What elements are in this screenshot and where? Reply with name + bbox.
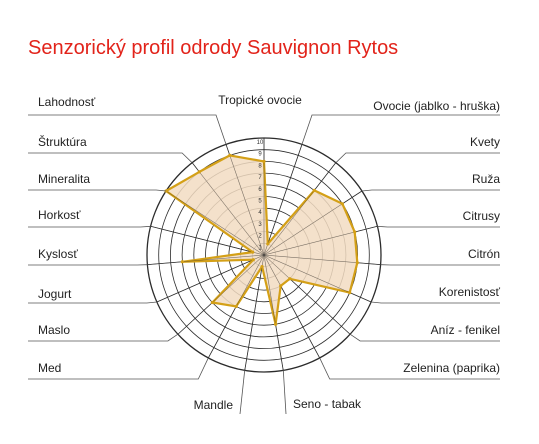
label-leader-line <box>28 114 227 145</box>
axis-label: Mineralita <box>38 172 90 186</box>
axis-label: Citrón <box>468 247 500 261</box>
label-leaders <box>28 114 500 415</box>
axis-label: Maslo <box>38 323 70 337</box>
grid-spoke-overlay <box>177 254 265 335</box>
label-leader-line <box>371 301 500 304</box>
data-point <box>234 304 238 309</box>
label-leader-line <box>28 152 193 163</box>
label-leader-line <box>28 301 157 304</box>
tick-label: 4 <box>258 210 262 216</box>
tick-label: 2 <box>258 234 262 240</box>
grid-spoke-overlay <box>244 254 265 371</box>
axis-label: Jogurt <box>38 287 72 301</box>
label-leader-line <box>361 189 500 192</box>
label-leader-line <box>335 152 500 163</box>
axis-labels: Tropické ovocie Ovocie (jablko - hruška) K… <box>38 93 500 412</box>
label-leader-line <box>239 370 246 415</box>
axis-label: Aníz - fenikel <box>431 323 500 337</box>
grid-spoke-overlay <box>156 254 265 303</box>
data-point <box>312 188 316 192</box>
grid-spoke-overlay <box>165 190 265 256</box>
grid-spoke-overlay <box>263 144 303 256</box>
axis-label: Med <box>38 361 61 375</box>
axis-label: Seno - tabak <box>293 397 362 411</box>
data-point <box>251 250 255 254</box>
axis-label: Zelenina (paprika) <box>403 361 500 375</box>
data-point <box>273 322 278 326</box>
axis-label: Kyslosť <box>38 247 78 261</box>
label-leader-line <box>349 333 500 342</box>
axis-label: Tropické ovocie <box>218 93 302 107</box>
tick-label: 7 <box>258 175 262 181</box>
data-point <box>197 170 201 174</box>
tick-label: 5 <box>258 199 262 205</box>
grid-spoke-overlay <box>147 254 265 265</box>
data-point <box>210 300 214 305</box>
tick-label: 3 <box>258 222 262 228</box>
data-point <box>340 202 344 206</box>
data-point <box>355 261 359 265</box>
axis-label: Štruktúra <box>38 134 87 149</box>
data-point <box>262 159 266 163</box>
label-leader-line <box>28 357 209 380</box>
label-leader-line <box>282 370 287 415</box>
data-point <box>279 284 283 288</box>
axis-label: Horkosť <box>38 208 81 222</box>
grid-spoke-overlay <box>263 190 363 256</box>
grid-spoke-overlay <box>263 254 381 265</box>
axis-label: Lahodnosť <box>38 95 96 109</box>
axis-label: Ruža <box>472 172 500 186</box>
tick-labels: 1 2 3 4 5 6 7 8 9 10 <box>257 140 264 251</box>
label-leader-line <box>28 333 179 342</box>
label-leader-line <box>319 357 500 380</box>
data-point <box>288 277 292 281</box>
grid-spoke-overlay <box>150 226 265 256</box>
data-point <box>348 290 352 295</box>
tick-label: 9 <box>258 152 262 158</box>
tick-label: 1 <box>258 245 262 251</box>
tick-label: 10 <box>257 140 264 146</box>
grid-spoke-overlay <box>263 254 284 371</box>
data-point <box>228 153 232 158</box>
chart-title: Senzorický profil odrody Sauvignon Rytos <box>28 37 398 59</box>
label-leader-line <box>28 225 151 228</box>
tick-label: 8 <box>258 163 262 169</box>
data-point <box>260 264 264 269</box>
axis-label: Korenistosť <box>439 285 501 299</box>
grid-spoke-overlay <box>263 162 337 256</box>
axis-label: Citrusy <box>463 209 500 223</box>
grid-spoke-overlay <box>191 162 265 256</box>
grid-spoke-overlay <box>263 254 372 303</box>
label-leader-line <box>28 189 167 192</box>
data-point <box>180 260 184 264</box>
data-point <box>251 258 255 262</box>
label-leader-line <box>377 225 500 228</box>
grid-spoke-overlay <box>263 226 378 256</box>
data-point <box>353 230 357 234</box>
grid-spoke-overlay <box>263 254 320 359</box>
label-leader-line <box>301 114 500 145</box>
data-point <box>266 242 270 246</box>
grid-spoke-overlay <box>263 254 351 335</box>
axis-label: Ovocie (jablko - hruška) <box>373 99 500 113</box>
data-area <box>147 138 381 371</box>
data-series-outline <box>165 154 359 326</box>
grid-spoke-overlay <box>225 144 265 256</box>
tick-label: 6 <box>258 187 262 193</box>
axis-label: Kvety <box>470 135 500 149</box>
axis-label: Mandle <box>194 398 234 412</box>
